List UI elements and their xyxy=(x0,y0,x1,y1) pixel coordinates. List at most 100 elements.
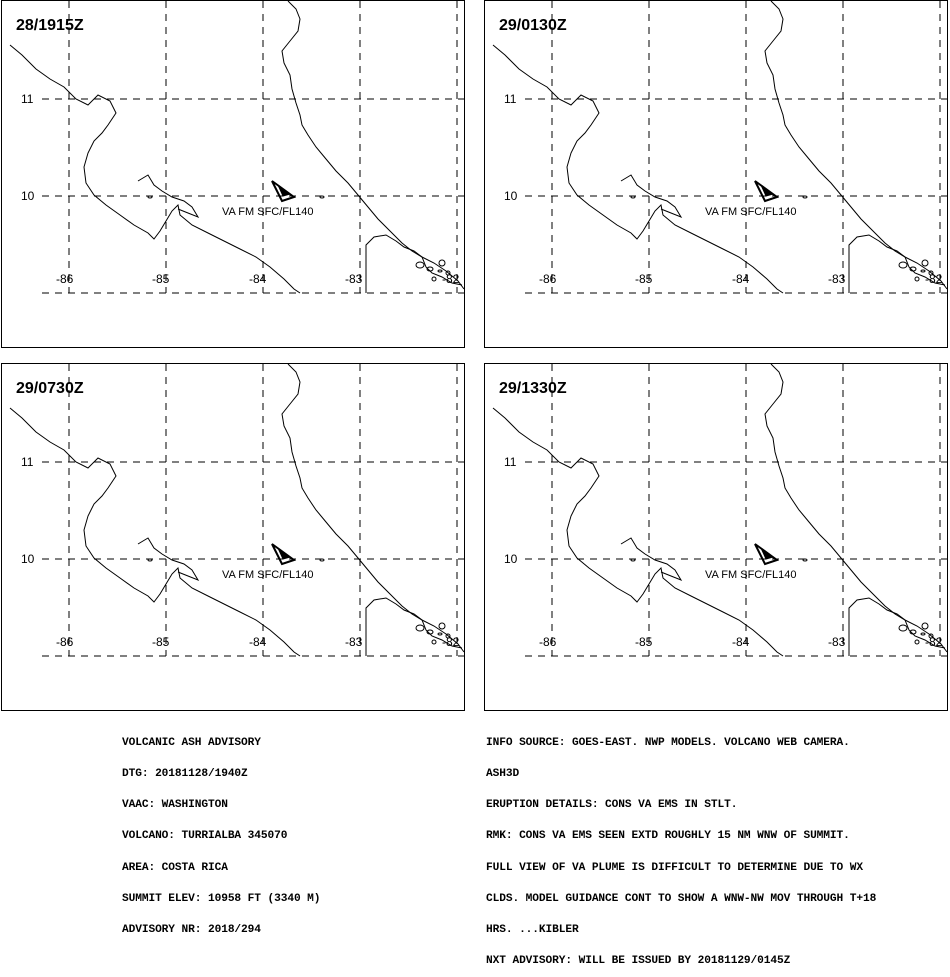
island-shape xyxy=(921,622,929,630)
lat-label-10: 10 xyxy=(504,189,518,203)
advisory-line: VOLCANO: TURRIALBA 345070 xyxy=(122,830,288,843)
plume-label: VA FM SFC/FL140 xyxy=(222,206,314,218)
border-coastline xyxy=(848,234,946,293)
border-coastline xyxy=(365,234,463,293)
gulf-coastline xyxy=(137,537,200,582)
map-canvas xyxy=(9,1,466,294)
advisory-line: INFO SOURCE: GOES-EAST. NWP MODELS. VOLC… xyxy=(486,736,850,749)
panel-time-label: 29/0130Z xyxy=(499,17,567,34)
lat-label-11: 11 xyxy=(21,92,34,106)
lon-label: -82 xyxy=(442,635,460,649)
advisory-line: DTG: 20181128/1940Z xyxy=(122,768,248,781)
lat-label-10: 10 xyxy=(21,552,35,566)
advisory-line: CLDS. MODEL GUIDANCE CONT TO SHOW A WNW-… xyxy=(486,892,877,905)
lat-label-11: 11 xyxy=(21,455,34,469)
map-panel: 29/1330Z 11 10 -86 -85 -84 -83 -82 VA FM… xyxy=(484,363,949,711)
gulf-coastline xyxy=(137,174,200,219)
lat-label-10: 10 xyxy=(21,189,35,203)
island-shape xyxy=(928,633,934,639)
map-panel: 28/1915Z 11 10 -86 -85 -84 -83 -82 VA FM… xyxy=(1,0,466,348)
ash-plume-marker xyxy=(760,547,775,560)
pacific-coastline xyxy=(492,407,784,657)
island-shape xyxy=(909,266,917,272)
advisory-line: FULL VIEW OF VA PLUME IS DIFFICULT TO DE… xyxy=(486,861,863,874)
map-canvas xyxy=(492,364,949,657)
lon-label: -84 xyxy=(249,635,267,649)
island-shape xyxy=(802,558,808,562)
island-shape xyxy=(438,622,446,630)
lon-label: -82 xyxy=(925,635,943,649)
island-shape xyxy=(147,195,153,199)
island-shape xyxy=(319,558,325,562)
island-shape xyxy=(920,269,926,273)
advisory-details-text: INFO SOURCE: GOES-EAST. NWP MODELS. VOLC… xyxy=(486,717,876,977)
gulf-coastline xyxy=(620,537,683,582)
island-shape xyxy=(914,639,920,645)
island-shape xyxy=(426,266,434,272)
lon-label: -82 xyxy=(442,272,460,286)
lon-label: -83 xyxy=(828,635,846,649)
panel-time-label: 29/0730Z xyxy=(16,380,84,397)
lon-label: -84 xyxy=(732,272,750,286)
advisory-line: ERUPTION DETAILS: CONS VA EMS IN STLT. xyxy=(486,799,738,812)
island-shape xyxy=(437,632,443,636)
island-shape xyxy=(415,624,425,632)
lon-label: -85 xyxy=(152,635,170,649)
island-shape xyxy=(426,629,434,635)
lat-label-11: 11 xyxy=(504,92,517,106)
lon-label: -84 xyxy=(249,272,267,286)
caribbean-coastline xyxy=(764,1,948,290)
lat-label-11: 11 xyxy=(504,455,517,469)
border-coastline xyxy=(365,597,463,656)
plume-label: VA FM SFC/FL140 xyxy=(705,569,797,581)
lon-label: -83 xyxy=(345,272,363,286)
lat-label-10: 10 xyxy=(504,552,518,566)
island-shape xyxy=(445,633,451,639)
lon-label: -85 xyxy=(152,272,170,286)
island-shape xyxy=(914,276,920,282)
panel-time-label: 28/1915Z xyxy=(16,17,84,34)
advisory-line: SUMMIT ELEV: 10958 FT (3340 M) xyxy=(122,892,321,905)
island-shape xyxy=(438,259,446,267)
map-panel: 29/0730Z 11 10 -86 -85 -84 -83 -82 VA FM… xyxy=(1,363,466,711)
pacific-coastline xyxy=(9,407,301,657)
lon-label: -86 xyxy=(56,635,74,649)
island-shape xyxy=(630,195,636,199)
pacific-coastline xyxy=(492,44,784,294)
lon-label: -86 xyxy=(539,272,557,286)
advisory-header-text: VOLCANIC ASH ADVISORY DTG: 20181128/1940… xyxy=(122,717,321,946)
map-panel: 29/0130Z 11 10 -86 -85 -84 -83 -82 VA FM… xyxy=(484,0,949,348)
island-shape xyxy=(147,558,153,562)
lon-label: -84 xyxy=(732,635,750,649)
advisory-line: ASH3D xyxy=(486,768,520,781)
island-shape xyxy=(802,195,808,199)
advisory-line: AREA: COSTA RICA xyxy=(122,861,228,874)
ash-plume-marker xyxy=(760,184,775,197)
advisory-line: RMK: CONS VA EMS SEEN EXTD ROUGHLY 15 NM… xyxy=(486,830,850,843)
border-coastline xyxy=(848,597,946,656)
panel-time-label: 29/1330Z xyxy=(499,380,567,397)
lon-label: -83 xyxy=(828,272,846,286)
plume-label: VA FM SFC/FL140 xyxy=(705,206,797,218)
island-shape xyxy=(921,259,929,267)
island-shape xyxy=(630,558,636,562)
lon-label: -86 xyxy=(56,272,74,286)
island-shape xyxy=(898,261,908,269)
lon-label: -85 xyxy=(635,272,653,286)
advisory-line: ADVISORY NR: 2018/294 xyxy=(122,924,261,937)
island-shape xyxy=(920,632,926,636)
lon-label: -82 xyxy=(925,272,943,286)
caribbean-coastline xyxy=(764,364,948,653)
lon-label: -83 xyxy=(345,635,363,649)
island-shape xyxy=(898,624,908,632)
plume-label: VA FM SFC/FL140 xyxy=(222,569,314,581)
caribbean-coastline xyxy=(281,1,465,290)
lon-label: -86 xyxy=(539,635,557,649)
map-canvas xyxy=(492,1,949,294)
island-shape xyxy=(445,270,451,276)
ash-plume-marker xyxy=(277,547,292,560)
island-shape xyxy=(909,629,917,635)
advisory-line: VOLCANIC ASH ADVISORY xyxy=(122,736,261,749)
advisory-line: VAAC: WASHINGTON xyxy=(122,799,228,812)
gulf-coastline xyxy=(620,174,683,219)
